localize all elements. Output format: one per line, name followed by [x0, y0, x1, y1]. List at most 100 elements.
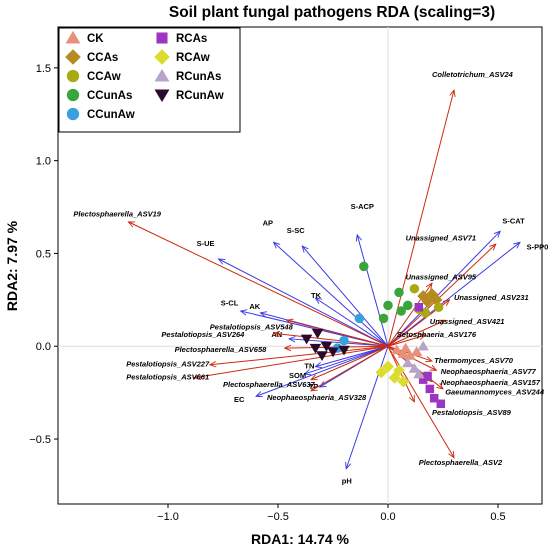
species-vector-arrow: [387, 335, 425, 347]
sample-point: [429, 393, 439, 403]
env-vector-label: S-CL: [221, 298, 239, 307]
env-vector-label: S-CAT: [502, 217, 525, 226]
sample-point: [382, 360, 394, 373]
species-vector-label: Neophaeosphaeria_ASV157: [441, 378, 541, 387]
sample-point: [408, 363, 421, 373]
species-vector-label: Plectosphaerella_ASV19: [73, 209, 161, 218]
x-tick-label: −1.0: [157, 511, 179, 523]
sample-point: [327, 347, 339, 358]
species-vector-arrow: [311, 345, 389, 379]
x-tick-label: −0.5: [267, 511, 289, 523]
species-vector-label: Unassigned_ASV95: [406, 272, 477, 281]
env-vector-arrow: [256, 345, 389, 396]
legend-marker: [154, 49, 170, 65]
species-vector-label: Thermomyces_ASV70: [434, 356, 514, 365]
env-vector-label: EC: [234, 395, 245, 404]
sample-point: [397, 348, 410, 358]
sample-point: [410, 346, 423, 357]
legend-marker: [65, 30, 81, 44]
species-vector-label: Unassigned_ASV421: [430, 317, 505, 326]
species-vector-label: Pestalotiopsis_ASV548: [210, 323, 294, 332]
sample-point: [309, 343, 322, 354]
legend-marker: [65, 49, 81, 65]
legend-entry-label: RCAw: [176, 52, 210, 64]
zero-lines: [58, 27, 542, 504]
env-vector-arrow: [315, 345, 389, 366]
env-vector-label: S-UE: [197, 239, 215, 248]
env-vector-arrow: [387, 231, 500, 347]
species-vector-label: Setosphaeria_ASV176: [397, 330, 477, 339]
sample-point: [399, 342, 412, 353]
y-tick-label: 0.0: [36, 341, 51, 353]
legend-entry-label: CCunAs: [87, 90, 132, 102]
sample-point: [417, 340, 429, 351]
x-tick-label: 0.5: [490, 511, 505, 523]
env-vector-arrow: [302, 246, 389, 347]
env-vector-label: AK: [249, 302, 260, 311]
species-vector-label: Neophaeosphaeria_ASV328: [267, 393, 367, 402]
sample-point: [383, 300, 393, 311]
species-vector-arrow: [128, 222, 389, 347]
env-vector-arrow: [315, 298, 389, 347]
y-tick-label: 1.5: [36, 63, 51, 75]
species-vector-arrow: [274, 333, 389, 347]
species-vector-arrow: [387, 320, 445, 347]
plot-frame: [57, 26, 543, 505]
sample-point: [338, 345, 350, 356]
y-tick-label: 1.0: [36, 156, 51, 168]
species-vector-arrow: [210, 345, 389, 365]
env-vector-label: TK: [311, 291, 322, 300]
sample-point: [354, 313, 365, 324]
species-vector-label: Pestalotiopsis_ASV661: [126, 373, 209, 382]
species-vector-label: Colletotrichum_ASV24: [432, 70, 514, 79]
legend-entry-label: RCAs: [176, 33, 207, 45]
species-vector-arrow: [387, 90, 454, 347]
sample-point: [300, 334, 313, 345]
sample-point: [418, 375, 428, 384]
env-vector-label: S-ACP: [351, 202, 374, 211]
sample-point: [397, 375, 410, 388]
sample-point: [425, 384, 435, 394]
env-vector-label: pH: [342, 477, 352, 486]
legend-marker: [66, 88, 80, 102]
species-vector-label: Pestalotiopsis_ASV264: [161, 330, 245, 339]
sample-point: [409, 283, 420, 294]
legend-marker: [156, 32, 168, 44]
legend-entry-label: CCAs: [87, 52, 118, 64]
legend-marker: [66, 69, 80, 83]
legend-box: [58, 27, 241, 133]
species-vector-label: Neophaeosphaeria_ASV77: [441, 367, 537, 376]
species-vector-label: Plectosphaerella_ASV2: [419, 458, 503, 467]
legend: CK CCAs CCAw CCunAs CCunAw RCAs RCAw RCunAs RCun…: [58, 27, 241, 133]
legend-marker: [66, 107, 80, 121]
env-vector-arrow: [387, 242, 520, 347]
species-vector-arrow: [287, 320, 389, 347]
sample-point: [404, 350, 416, 360]
y-axis: −0.5 0.0 0.5 1.0 1.5: [29, 63, 58, 446]
sample-point: [433, 302, 444, 313]
sample-point: [423, 371, 432, 381]
env-vector-arrow: [304, 345, 389, 374]
env-vector-arrow: [346, 346, 389, 468]
x-axis-label: RDA1: 14.74 %: [251, 531, 350, 547]
env-vector-arrow: [274, 242, 389, 347]
sample-point: [378, 313, 389, 324]
legend-entry-label: CCAw: [87, 71, 121, 83]
species-vector-label: Plectosphaerella_ASV637: [223, 380, 316, 389]
y-axis-label: RDA2: 7.97 %: [4, 220, 20, 311]
species-vector-label: Pestalotiopsis_ASV227: [126, 360, 210, 369]
legend-entry-label: RCunAw: [176, 90, 224, 102]
sample-point: [311, 328, 324, 339]
species-vector-label: Plectosphaerella_ASV658: [175, 345, 268, 354]
species-vector-arrow: [311, 345, 389, 391]
env-vector-label: AP: [263, 219, 273, 228]
env-vector-label: SOM: [289, 371, 306, 380]
sample-point: [393, 364, 405, 377]
sample-point: [413, 368, 425, 379]
species-vectors: Colletotrichum_ASV24 Plectosphaerella_ASV…: [73, 70, 544, 467]
species-vector-label: Pestalotiopsis_ASV89: [432, 408, 512, 417]
sample-point: [396, 306, 406, 316]
sample-point: [391, 344, 403, 355]
sample-point: [403, 300, 413, 311]
